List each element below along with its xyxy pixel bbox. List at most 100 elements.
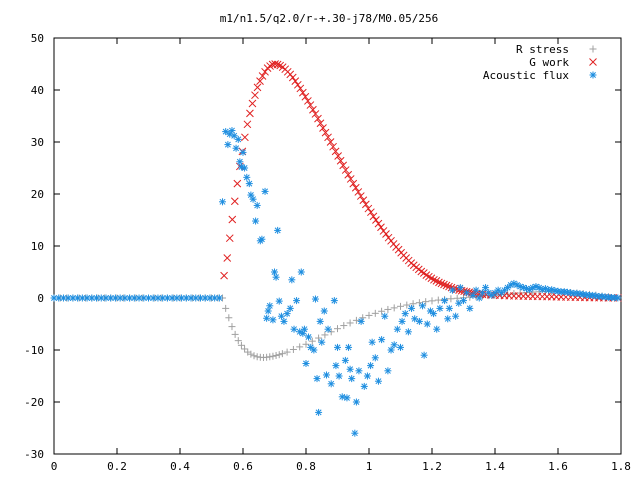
data-point [460, 297, 467, 305]
data-point [263, 353, 271, 361]
data-point [403, 301, 411, 309]
data-point [219, 198, 227, 206]
data-point [234, 135, 242, 143]
data-point [397, 302, 404, 310]
data-point [248, 99, 257, 108]
data-point [283, 348, 291, 356]
data-point [269, 352, 277, 360]
legend-label: G work [529, 56, 569, 69]
data-point [320, 307, 328, 315]
data-point [223, 254, 232, 262]
data-point [222, 304, 230, 312]
data-point [234, 337, 242, 345]
data-point [230, 197, 239, 206]
data-point [297, 268, 305, 276]
data-point [415, 299, 423, 307]
data-point [352, 398, 360, 406]
data-point [371, 354, 379, 362]
data-point [364, 204, 373, 213]
data-point [225, 314, 233, 322]
y-tick-label: 40 [31, 84, 44, 97]
data-point [215, 294, 223, 302]
data-point [335, 372, 343, 380]
data-point [541, 285, 549, 293]
data-point [365, 311, 373, 319]
data-marks [50, 60, 622, 437]
data-point [377, 223, 385, 232]
data-point [283, 310, 291, 318]
data-point [453, 294, 461, 302]
data-point [272, 351, 280, 359]
data-point [302, 360, 310, 368]
data-point [315, 408, 323, 416]
x-tick-label: 1.6 [548, 460, 568, 473]
data-point [355, 367, 363, 375]
data-point [321, 331, 329, 339]
data-point [324, 325, 332, 333]
data-point [319, 124, 327, 132]
data-point [372, 216, 380, 224]
data-point [440, 280, 448, 289]
data-point [263, 314, 271, 322]
data-point [83, 294, 91, 302]
data-point [510, 279, 518, 287]
data-point [469, 291, 477, 299]
data-point [228, 323, 236, 331]
data-point [275, 297, 283, 305]
series-acoustic-flux [50, 127, 622, 437]
data-point [253, 83, 262, 92]
data-point [111, 294, 119, 302]
legend-label: R stress [516, 43, 569, 56]
data-point [441, 297, 449, 305]
data-point [237, 341, 245, 349]
data-point [341, 166, 350, 174]
data-point [354, 188, 363, 196]
data-point [258, 72, 267, 80]
data-point [247, 350, 255, 358]
data-point [201, 294, 209, 302]
x-tick-label: 0.6 [233, 460, 253, 473]
x-tick-label: 1.2 [422, 460, 442, 473]
data-point [390, 341, 398, 349]
data-point [296, 343, 304, 351]
data-point [326, 138, 335, 146]
data-point [269, 316, 277, 324]
data-point [381, 312, 389, 320]
data-point [417, 267, 426, 276]
data-point [334, 152, 342, 160]
data-point [232, 144, 240, 152]
data-point [348, 375, 356, 383]
data-point [258, 235, 266, 243]
data-point [367, 362, 375, 370]
data-point [384, 305, 392, 313]
data-point [300, 325, 308, 333]
data-point [360, 382, 368, 390]
data-point [241, 345, 249, 353]
data-point [135, 294, 143, 302]
data-point [252, 217, 260, 225]
data-point [357, 317, 365, 325]
x-tick-label: 0.4 [170, 460, 190, 473]
data-point [277, 312, 285, 320]
data-point [482, 284, 490, 292]
data-point [433, 325, 441, 333]
data-point [339, 161, 348, 170]
data-point [293, 80, 302, 89]
data-point [187, 294, 195, 302]
data-point [275, 351, 283, 359]
data-point [288, 73, 297, 82]
legend-label: Acoustic flux [483, 69, 569, 82]
data-point [154, 294, 162, 302]
data-point [359, 196, 368, 205]
data-point [239, 148, 247, 156]
data-point [378, 336, 386, 344]
data-point [293, 297, 301, 305]
data-point [315, 334, 323, 342]
data-point [261, 187, 269, 195]
data-point [401, 310, 409, 318]
data-point [420, 351, 428, 359]
data-point [437, 279, 446, 288]
data-point [304, 97, 312, 105]
plot-frame [53, 37, 622, 455]
data-point [422, 298, 430, 306]
